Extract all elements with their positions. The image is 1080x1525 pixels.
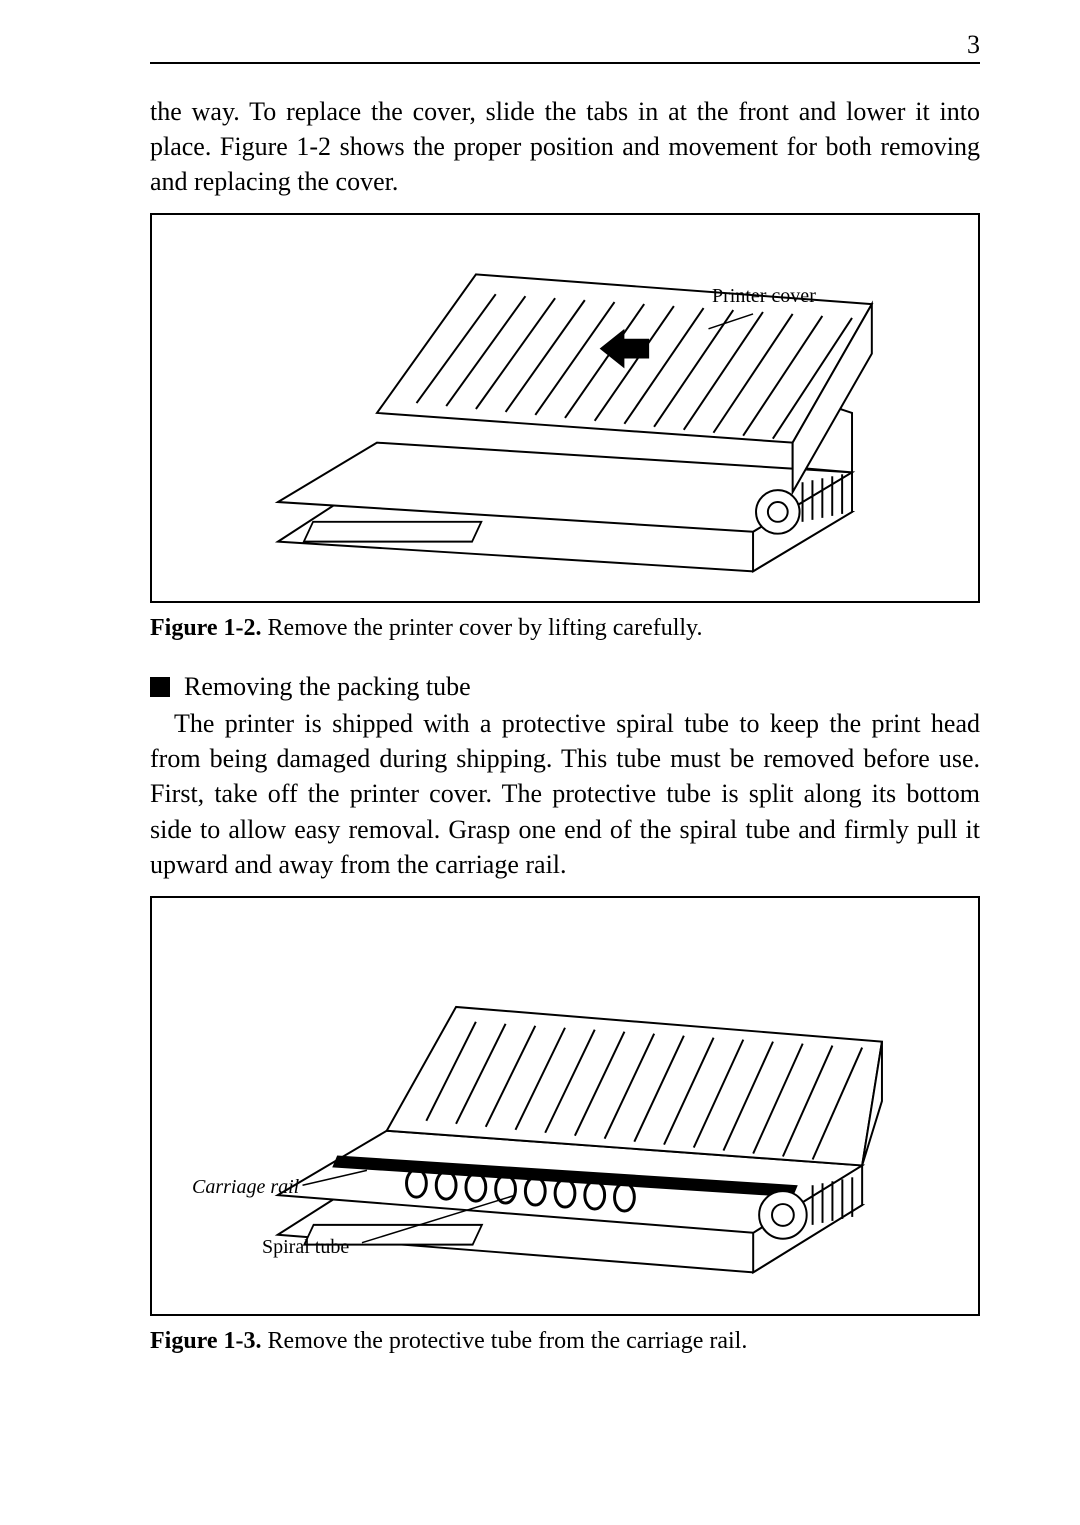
- figure-1-2-label-cover: Printer cover: [712, 285, 816, 308]
- intro-paragraph: the way. To replace the cover, slide the…: [150, 94, 980, 199]
- figure-1-3-label-spiral: Spiral tube: [262, 1236, 349, 1259]
- figure-1-3-caption-bold: Figure 1-3.: [150, 1328, 262, 1354]
- figure-1-3-box: Carriage rail Spiral tube: [150, 896, 980, 1316]
- page-header: 3: [150, 30, 980, 64]
- figure-1-3-caption-text: Remove the protective tube from the carr…: [262, 1328, 748, 1354]
- section-body: The printer is shipped with a protective…: [150, 706, 980, 881]
- section-heading-text: Removing the packing tube: [184, 672, 471, 702]
- figure-1-2-caption-bold: Figure 1-2.: [150, 615, 262, 641]
- section-heading: Removing the packing tube: [150, 672, 980, 702]
- figure-1-2-box: Printer cover: [150, 213, 980, 603]
- figure-1-3-label-carriage: Carriage rail: [192, 1176, 299, 1199]
- printer-cover-illustration: [152, 215, 978, 601]
- figure-1-2-caption-text: Remove the printer cover by lifting care…: [262, 615, 703, 641]
- page-number: 3: [967, 30, 980, 59]
- figure-1-2-caption: Figure 1-2. Remove the printer cover by …: [150, 615, 980, 642]
- square-bullet-icon: [150, 677, 170, 697]
- figure-1-3-caption: Figure 1-3. Remove the protective tube f…: [150, 1328, 980, 1355]
